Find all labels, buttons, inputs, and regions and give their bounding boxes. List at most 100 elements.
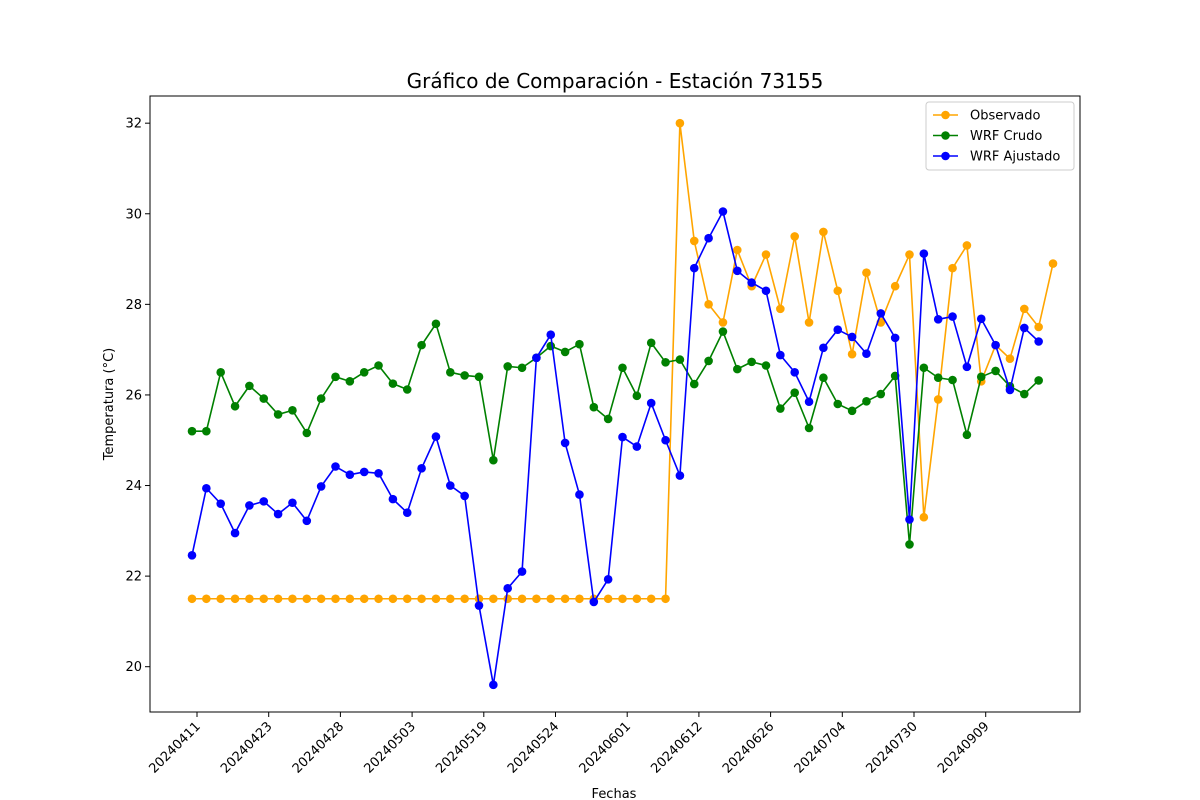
data-point [790,367,799,377]
data-point [417,340,426,350]
data-point [733,266,742,276]
data-point [833,399,843,409]
data-point [603,574,613,584]
data-point [402,594,412,604]
legend-entries: Observado WRF Crudo WRF Ajustado [933,109,1060,165]
data-point [819,373,828,383]
data-point [675,355,685,364]
data-point [1020,389,1029,399]
data-point [402,385,412,394]
data-point [187,594,197,604]
data-point [618,594,627,604]
data-point [517,363,527,373]
data-point [948,375,957,385]
data-point [603,594,613,604]
data-point [776,304,785,314]
data-point [847,349,857,359]
data-point [273,594,283,604]
data-point [374,469,383,478]
data-point [331,462,340,471]
data-point [345,470,355,479]
data-point [603,414,613,424]
data-point [761,250,771,259]
data-point [546,594,556,604]
data-point [733,245,742,255]
data-point [302,594,312,604]
data-point [202,483,211,493]
data-point [216,367,225,377]
data-point [847,406,857,416]
legend-marker [941,151,950,161]
data-point [460,491,469,501]
data-point [646,594,656,604]
data-point [962,362,972,372]
data-point [1020,323,1029,333]
data-point [991,340,1000,350]
legend-entry: Observado [933,109,1041,124]
data-point [661,358,670,367]
data-point [948,263,957,273]
data-point [991,366,1000,376]
data-point [202,594,211,604]
data-point [474,372,484,382]
data-point [1034,337,1043,346]
data-point [402,508,412,518]
data-point [618,363,627,373]
data-point [288,498,297,508]
chart-title: Gráfico de Comparación - Estación 73155 [407,69,824,93]
data-point [474,594,484,604]
data-point [646,398,656,408]
y-tick-label: 28 [125,298,142,313]
data-point [675,471,685,480]
data-point [733,364,742,374]
x-axis-label: Fechas [592,787,637,800]
data-point [962,430,972,440]
y-tick-label: 26 [125,388,142,403]
data-point [546,341,556,351]
y-tick-label: 22 [125,570,142,585]
y-axis: 20 22 24 26 28 30 32 [125,117,150,675]
data-point [517,594,527,604]
data-point [847,332,857,342]
data-point [431,432,441,441]
data-point [316,394,326,403]
data-point [862,268,871,277]
data-point [862,396,871,406]
data-point [704,356,713,366]
data-point [1020,304,1029,314]
data-point [546,330,556,340]
data-point [575,490,584,499]
data-point [632,391,642,401]
data-point [776,404,785,413]
data-point [431,594,441,604]
data-point [919,512,929,522]
data-point [187,550,197,560]
data-point [503,594,512,604]
data-point [675,118,685,128]
data-point [1034,322,1043,332]
legend-box [925,101,1075,171]
data-point [704,233,713,243]
data-point [689,263,699,273]
data-point [302,516,312,526]
data-point [1048,259,1058,268]
data-point [474,601,484,610]
data-point [359,367,369,377]
data-point [302,428,312,438]
data-point [948,312,957,321]
data-point [345,377,355,386]
data-point [704,300,713,309]
series-line [192,323,1040,546]
data-point [259,497,269,506]
data-point [589,402,599,412]
data-point [374,361,383,370]
data-point [790,388,799,397]
data-point [718,207,728,216]
legend-label: Observado [970,109,1041,124]
data-point [446,367,455,377]
data-point [417,464,426,473]
data-point [460,371,469,380]
data-point [661,594,670,604]
data-point [359,594,369,604]
